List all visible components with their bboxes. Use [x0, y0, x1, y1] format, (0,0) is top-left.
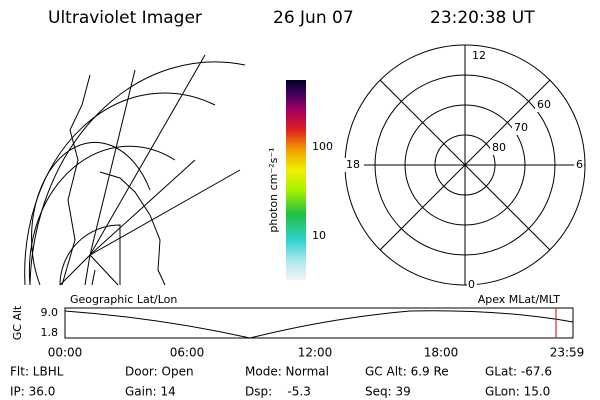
plot-title: Apex MLat/MLT	[478, 293, 561, 306]
lat-label: 70	[514, 121, 528, 134]
mlt-label: 0	[468, 278, 475, 291]
status-field: GC Alt: 6.9 Re	[365, 365, 449, 379]
colorbar-tick: 10	[312, 229, 326, 242]
label-bg	[490, 141, 508, 155]
status-field: Dsp: -5.3	[245, 385, 311, 399]
label-bg	[512, 121, 530, 135]
polar-grid	[344, 44, 586, 286]
plot-title: Geographic Lat/Lon	[70, 293, 177, 306]
label-bg	[535, 98, 553, 112]
status-field: Gain: 14	[125, 385, 176, 399]
geo-map	[24, 54, 246, 286]
colorbar	[286, 80, 306, 280]
colorbar-label: photon cm⁻²s⁻¹	[267, 147, 280, 232]
status-field: GLat: -67.6	[485, 365, 552, 379]
plot-frame	[64, 307, 574, 339]
date: 26 Jun 07	[273, 8, 354, 28]
y-tick-label: 1.8	[41, 326, 59, 339]
y-label: GC Alt	[11, 305, 24, 340]
x-tick-label: 06:00	[170, 346, 205, 360]
status-field: IP: 36.0	[10, 385, 55, 399]
status-field: Seq: 39	[365, 385, 411, 399]
y-tick-label: 9.0	[41, 306, 59, 319]
lat-label: 60	[537, 98, 551, 111]
mlt-label: 6	[576, 158, 583, 171]
instrument: Ultraviolet Imager	[48, 8, 202, 28]
colorbar-tick: 100	[312, 140, 333, 153]
altitude-curve	[64, 310, 574, 339]
x-tick-label: 23:59	[550, 346, 585, 360]
x-tick-label: 00:00	[48, 346, 83, 360]
status-field: GLon: 15.0	[485, 385, 550, 399]
x-tick-label: 12:00	[298, 346, 333, 360]
lat-label: 80	[492, 141, 506, 154]
time: 23:20:38 UT	[430, 8, 535, 28]
status-field: Flt: LBHL	[10, 365, 64, 379]
mlt-label: 18	[346, 158, 360, 171]
label-bg	[467, 278, 477, 292]
status-field: Mode: Normal	[245, 365, 329, 379]
label-bg	[344, 158, 364, 172]
mlt-label: 12	[472, 49, 486, 62]
status-field: Door: Open	[125, 365, 194, 379]
label-bg	[470, 48, 486, 62]
label-bg	[574, 158, 584, 172]
x-tick-label: 18:00	[424, 346, 459, 360]
